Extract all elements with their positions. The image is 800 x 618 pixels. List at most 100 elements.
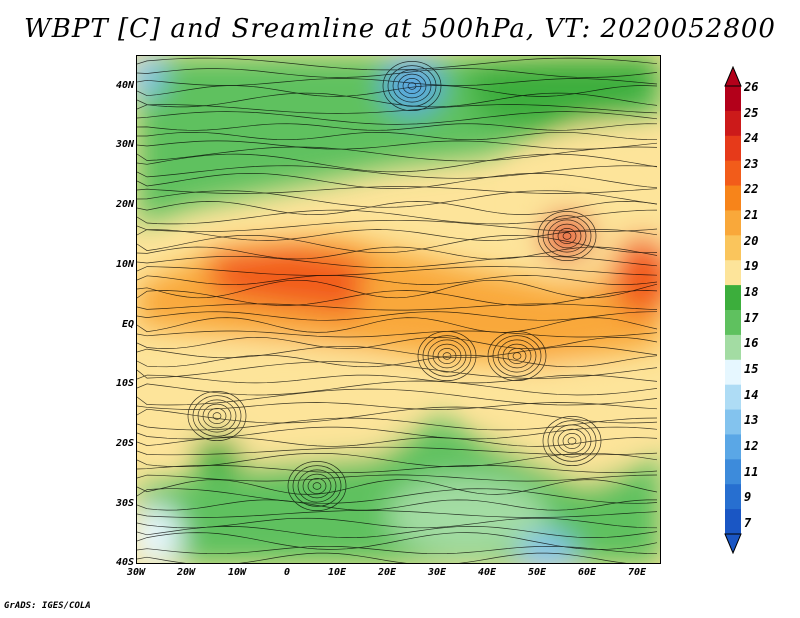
colorbar-label-14: 14 [744,388,759,402]
streamline [137,552,627,563]
vortex-ring [302,473,332,499]
vortex-ring [192,395,242,437]
streamline [137,201,658,215]
vortex-ring [557,428,587,454]
vortex-ring [502,343,532,369]
colorbar-label-23: 23 [744,157,759,171]
streamline [137,317,658,333]
vortex-ring [492,335,542,377]
colorbar-segment-22 [725,185,741,211]
lat-label-10s: 10S [115,378,134,389]
colorbar-label-21: 21 [744,208,759,222]
vortex-ring [307,478,327,495]
vortex-ring [562,232,572,240]
colorbar [724,66,742,554]
streamline [137,153,658,173]
colorbar-segment-26 [725,86,741,112]
colorbar-label-25: 25 [744,106,759,120]
lon-label-0: 0 [283,567,291,578]
colorbar-label-19: 19 [744,259,759,273]
colorbar-segment-20 [725,235,741,261]
streamline [137,526,658,538]
colorbar-label-9: 9 [744,490,752,504]
streamline [137,173,658,189]
streamline [137,361,658,379]
streamline [137,388,658,406]
streamline [137,311,658,321]
vortex-ring [387,65,437,107]
colorbar-segment-21 [725,210,741,236]
streamline [137,186,658,194]
streamline [137,303,658,311]
vortex-ring [427,339,467,373]
streamline [137,452,658,468]
streamline [137,146,658,162]
vortex-ring [512,352,522,360]
streamline [137,545,658,555]
vortex-ring [292,465,342,507]
vortex-ring [542,416,602,467]
streamline [137,92,658,108]
streamline [137,131,658,141]
vortex-ring [497,339,537,373]
colorbar-arrow-top [725,67,741,86]
footer-credit: GrADS: IGES/COLA [4,601,91,611]
streamline [137,402,658,410]
streamline [137,474,658,482]
streamlines [137,57,658,563]
temperature-field [137,56,660,563]
streamline [137,510,658,518]
colorbar-label-13: 13 [744,413,759,427]
streamline [137,111,658,125]
colorbar-segment-25 [725,110,741,137]
streamline [137,104,658,114]
streamline [137,446,658,456]
colorbar-label-12: 12 [744,439,759,453]
streamline [137,246,658,260]
vortex-ring [382,61,442,111]
streamline [137,354,658,368]
vortex-ring [187,391,247,442]
streamline [137,290,658,306]
streamline [137,279,658,299]
colorbar-segment-13 [725,409,741,435]
streamline [137,266,658,276]
lon-label-30w: 30W [126,567,146,578]
colorbar-label-7: 7 [744,516,752,530]
streamline [137,345,658,359]
vortex-ring [212,412,222,420]
vortex-ring [422,335,472,377]
lon-label-10e: 10E [327,567,347,578]
vortex-ring [547,420,597,462]
vortex-ring [397,73,427,99]
lon-label-10w: 10W [227,567,247,578]
vortex-ring [442,352,452,360]
streamline [137,380,658,396]
vortex-ring [507,348,527,365]
lat-label-40n: 40N [115,80,134,91]
colorbar-segment-15 [725,359,741,386]
streamline [137,426,658,440]
vortex-ring [542,215,592,257]
colorbar-segment-12 [725,434,741,460]
lat-label-10n: 10N [115,259,134,270]
vortex-ring [402,78,422,95]
vortex-ring [202,403,232,429]
streamline [137,406,658,424]
colorbar-segment-7 [725,509,741,535]
colorbar-segment-9 [725,484,741,510]
vortex-ring [207,408,227,425]
vortex-ring [417,331,477,382]
colorbar-label-15: 15 [744,362,759,376]
lat-label-eq: EQ [121,319,134,330]
streamline [137,234,658,254]
lon-label-70e: 70E [627,567,647,578]
lat-label-40s: 40S [115,557,134,568]
streamline [137,517,658,529]
vortex-ring [407,82,417,90]
lon-label-60e: 60E [577,567,597,578]
streamline [137,337,658,349]
lon-label-40e: 40E [477,567,497,578]
vortex-ring [297,469,337,503]
lat-label-30s: 30S [115,498,134,509]
